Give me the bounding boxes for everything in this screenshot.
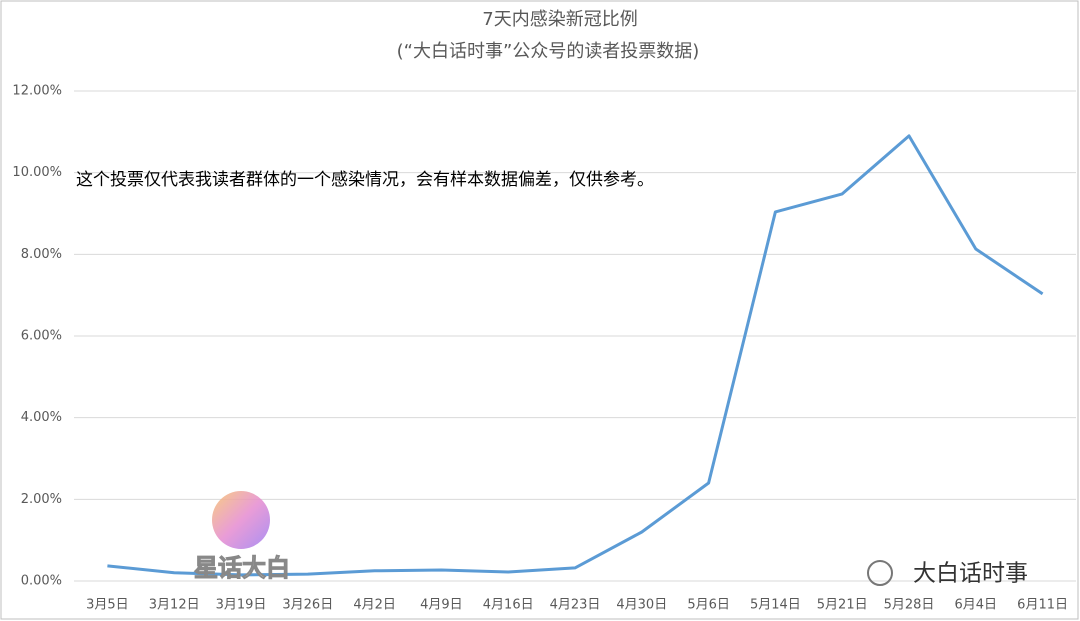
x-tick-label: 3月12日 — [149, 598, 200, 613]
annotation: 这个投票仅代表我读者群体的一个感染情况，会有样本数据偏差，仅供参考。 — [76, 170, 654, 190]
x-tick-label: 4月30日 — [616, 598, 667, 613]
grid: 0.00% 2.00% 4.00% 6.00% 8.00% 10.00% 12.00% 3月5… — [12, 84, 1076, 613]
chart-subtitle: (“大白话时事”公众号的读者投票数据) — [397, 41, 700, 62]
y-tick-label: 4.00% — [21, 410, 62, 425]
line — [107, 134, 1044, 577]
x-tick-label: 5月6日 — [687, 598, 730, 613]
y-tick-label: 6.00% — [21, 329, 62, 344]
x-tick-label: 4月16日 — [483, 598, 534, 613]
x-tick-label: 3月5日 — [86, 598, 129, 613]
x-tick-label: 6月4日 — [955, 598, 998, 613]
x-tick-label: 5月14日 — [750, 598, 801, 613]
x-tick-label: 3月19日 — [216, 598, 267, 613]
plot — [107, 134, 1044, 577]
x-tick-label: 4月9日 — [420, 598, 463, 613]
logo — [212, 491, 270, 549]
x-tick-label: 4月2日 — [353, 598, 396, 613]
y-tick-label: 8.00% — [21, 247, 62, 262]
x-tick-label: 5月21日 — [817, 598, 868, 613]
wechat-icon — [867, 560, 893, 586]
watermark: 大白话时事 — [913, 561, 1028, 587]
y-tick-label: 12.00% — [12, 84, 62, 99]
y-tick-label: 0.00% — [21, 574, 62, 589]
chart-title: 7天内感染新冠比例 — [482, 9, 637, 30]
x-tick-label: 5月28日 — [884, 598, 935, 613]
x-tick-label: 4月23日 — [550, 598, 601, 613]
y-tick-label: 10.00% — [12, 165, 62, 180]
x-tick-label: 6月11日 — [1017, 598, 1068, 613]
y-tick-label: 2.00% — [21, 492, 62, 507]
x-tick-label: 3月26日 — [282, 598, 333, 613]
watermark: 星话大白 — [194, 554, 290, 582]
